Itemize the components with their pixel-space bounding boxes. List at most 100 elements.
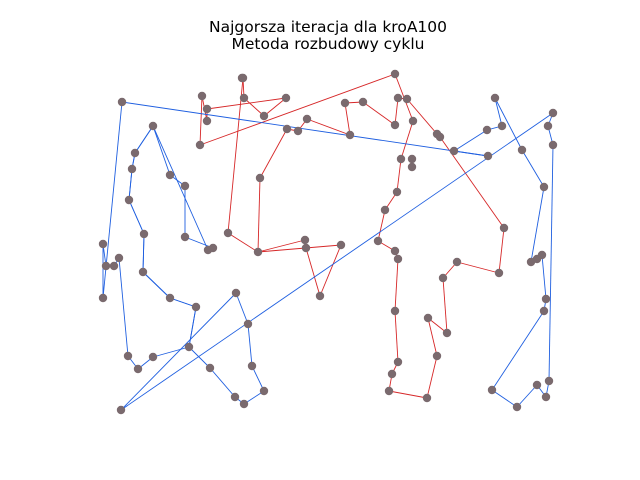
city-node	[391, 121, 399, 129]
city-node	[393, 188, 401, 196]
city-node	[391, 307, 399, 315]
city-node	[301, 236, 309, 244]
city-node	[128, 165, 136, 173]
city-node	[397, 155, 405, 163]
city-node	[495, 269, 503, 277]
city-node	[149, 122, 157, 130]
city-node	[391, 247, 399, 255]
city-node	[394, 358, 402, 366]
city-node	[513, 403, 521, 411]
city-node	[408, 163, 416, 171]
city-node	[409, 117, 417, 125]
city-node	[424, 314, 432, 322]
city-node	[231, 393, 239, 401]
city-node	[433, 352, 441, 360]
city-node	[303, 115, 311, 123]
city-node	[381, 206, 389, 214]
city-node	[140, 230, 148, 238]
city-node	[198, 92, 206, 100]
city-node	[545, 377, 553, 385]
city-node	[408, 155, 416, 163]
city-node	[533, 381, 541, 389]
city-node	[359, 98, 367, 106]
city-node	[206, 364, 214, 372]
city-node	[125, 196, 133, 204]
city-node	[385, 387, 393, 395]
city-node	[139, 268, 147, 276]
city-node	[99, 294, 107, 302]
city-node	[254, 248, 262, 256]
city-node	[518, 146, 526, 154]
city-node	[538, 251, 546, 259]
city-node	[196, 141, 204, 149]
city-node	[166, 171, 174, 179]
city-node	[540, 307, 548, 315]
city-node	[232, 289, 240, 297]
city-node	[316, 292, 324, 300]
city-node	[203, 105, 211, 113]
city-node	[394, 255, 402, 263]
city-node	[134, 365, 142, 373]
city-node	[453, 258, 461, 266]
city-node	[337, 241, 345, 249]
city-node	[484, 152, 492, 160]
city-node	[374, 237, 382, 245]
city-node	[394, 94, 402, 102]
city-node	[117, 406, 125, 414]
city-node	[115, 254, 123, 262]
city-node	[488, 386, 496, 394]
city-node	[436, 133, 444, 141]
city-node	[294, 127, 302, 135]
city-node	[131, 149, 139, 157]
city-node	[166, 294, 174, 302]
city-node	[124, 352, 132, 360]
city-node	[185, 343, 193, 351]
city-node	[549, 141, 557, 149]
city-node	[302, 244, 310, 252]
city-node	[203, 117, 211, 125]
city-node	[388, 370, 396, 378]
city-node	[391, 70, 399, 78]
city-node	[450, 147, 458, 155]
chart-title-line-2: Metoda rozbudowy cyklu	[232, 35, 425, 53]
city-node	[192, 303, 200, 311]
city-node	[260, 387, 268, 395]
city-node	[118, 98, 126, 106]
city-node	[110, 262, 118, 270]
city-node	[498, 122, 506, 130]
city-node	[542, 393, 550, 401]
city-node	[99, 240, 107, 248]
city-node	[248, 362, 256, 370]
city-node	[439, 274, 447, 282]
city-node	[244, 320, 252, 328]
city-node	[209, 244, 217, 252]
city-node	[542, 295, 550, 303]
city-node	[423, 394, 431, 402]
chart-title-line-1: Najgorsza iteracja dla kroA100	[209, 18, 447, 36]
city-node	[256, 174, 264, 182]
city-node	[500, 224, 508, 232]
city-node	[282, 94, 290, 102]
city-node	[240, 94, 248, 102]
city-node	[491, 94, 499, 102]
city-node	[102, 262, 110, 270]
city-node	[149, 353, 157, 361]
city-node	[549, 109, 557, 117]
city-node	[240, 400, 248, 408]
city-node	[260, 112, 268, 120]
city-node	[544, 122, 552, 130]
city-node	[181, 182, 189, 190]
city-node	[341, 99, 349, 107]
city-node	[443, 329, 451, 337]
city-node	[403, 95, 411, 103]
city-node	[239, 74, 247, 82]
city-node	[224, 229, 232, 237]
city-node	[483, 126, 491, 134]
city-node	[181, 233, 189, 241]
city-node	[346, 131, 354, 139]
city-node	[540, 183, 548, 191]
city-node	[283, 125, 291, 133]
